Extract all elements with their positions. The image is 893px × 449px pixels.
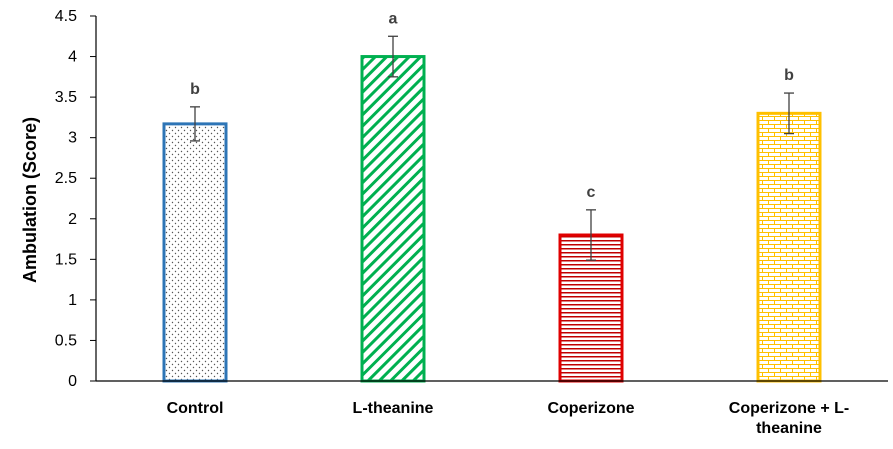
y-tick-label: 2.5 [55, 170, 77, 187]
error-bars [190, 35, 794, 261]
y-axis-title: Ambulation (Score) [20, 117, 40, 283]
category-label: Control [167, 400, 224, 417]
category-label: Coperizone [547, 400, 634, 417]
significance-label: b [190, 81, 200, 98]
y-tick-label: 1.5 [55, 251, 77, 268]
significance-label: c [587, 184, 596, 201]
y-axis-ticks: 0 0.5 1 1.5 2 2.5 3 3.5 4 4.5 [55, 8, 96, 390]
error-bar [388, 35, 398, 78]
y-tick-label: 0 [68, 373, 77, 390]
category-labels: Control L-theanine Coperizone Coperizone + … [167, 400, 850, 437]
category-label: L-theanine [353, 400, 434, 417]
y-tick-label: 1 [68, 292, 77, 309]
error-bar [784, 92, 794, 135]
y-tick-label: 2 [68, 211, 77, 228]
significance-labels: b a c b [190, 10, 794, 201]
significance-label: b [784, 67, 794, 84]
category-label: Coperizone + L-theanine [729, 400, 849, 437]
bars [162, 55, 822, 383]
error-bar [586, 209, 596, 261]
bar [756, 111, 822, 383]
significance-label: a [389, 10, 398, 27]
y-tick-label: 3.5 [55, 89, 77, 106]
bar [162, 122, 228, 383]
y-tick-label: 4.5 [55, 8, 77, 25]
error-bar [190, 106, 200, 142]
y-tick-label: 3 [68, 130, 77, 147]
y-tick-label: 0.5 [55, 332, 77, 349]
bar [360, 55, 426, 383]
y-tick-label: 4 [68, 49, 77, 66]
